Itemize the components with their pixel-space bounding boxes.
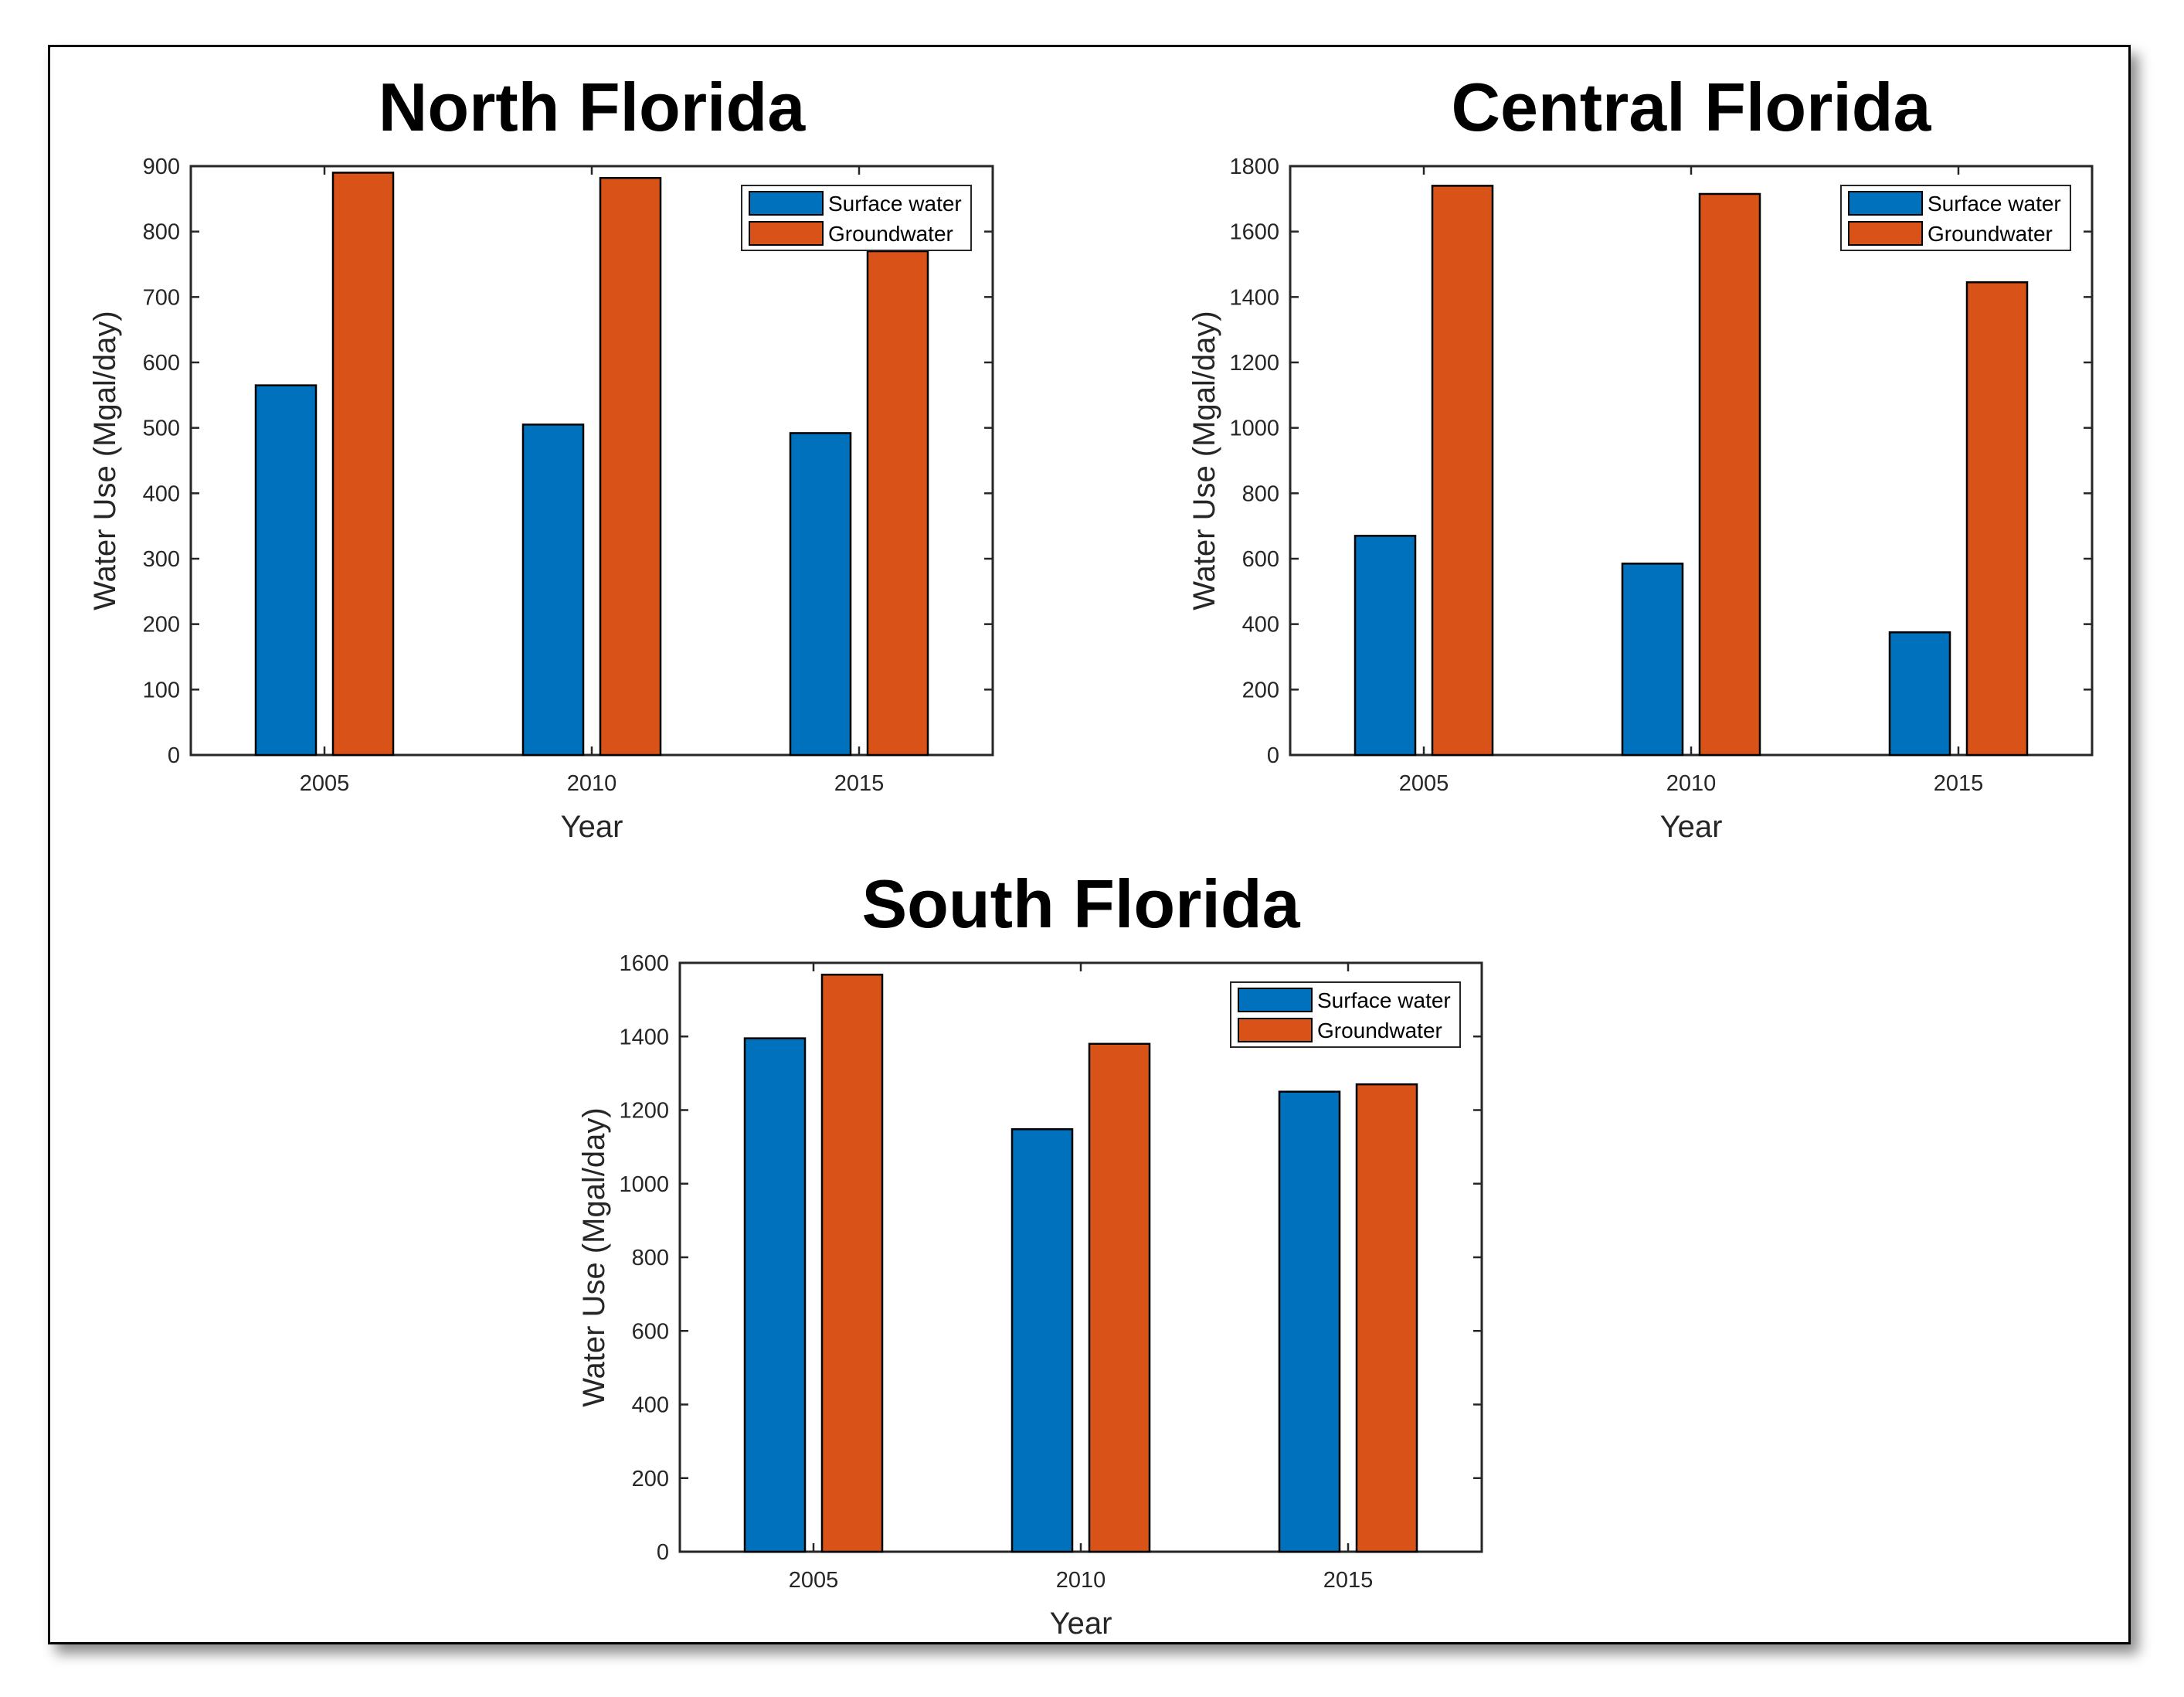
legend: Surface water Groundwater [1840,185,2071,251]
legend-label-groundwater: Groundwater [828,222,953,246]
plot-area [189,165,994,757]
bar-groundwater-2015 [866,250,929,757]
x-axis-label: Year [1050,1607,1112,1641]
north-florida-chart: North Florida 0 100 200 300 400 500 600 700 800 90… [88,69,994,844]
y-tick-label: 100 [143,678,180,702]
y-tick-label: 300 [143,547,180,572]
bar-groundwater-2015 [1965,281,2029,757]
y-tick-label: 1800 [1229,155,1279,179]
bar-surface-water-2005 [1354,535,1417,757]
legend-swatch-groundwater [749,221,824,246]
bar-groundwater-2010 [1698,192,1761,757]
y-tick-label: 800 [143,220,180,245]
y-tick-label: 0 [657,1540,669,1565]
plot-area [1289,165,2094,757]
y-axis-label: Water Use (Mgal/day) [88,311,122,610]
bar-groundwater-2010 [599,176,662,757]
y-tick-label: 200 [143,613,180,638]
legend-swatch-surface-water [1848,191,1923,216]
chart-title: Central Florida [1452,69,1932,145]
bar-groundwater-2010 [1088,1042,1151,1553]
y-tick-label: 400 [1242,613,1279,638]
x-tick-label-2015: 2015 [834,771,885,796]
bar-surface-water-2010 [1621,563,1684,757]
x-tick-label-2015: 2015 [1323,1568,1374,1593]
y-tick-label: 200 [1242,678,1279,702]
bar-surface-water-2010 [521,423,585,757]
legend-label-surface-water: Surface water [1928,192,2061,216]
bar-groundwater-2005 [1431,185,1494,757]
x-axis-label: Year [561,810,623,844]
bar-surface-water-2015 [789,432,852,757]
x-tick-label-2010: 2010 [1056,1568,1106,1593]
bar-surface-water-2015 [1888,631,1951,757]
legend-label-groundwater: Groundwater [1317,1019,1442,1042]
y-tick-label: 700 [143,285,180,310]
bar-groundwater-2015 [1355,1083,1418,1553]
legend-label-surface-water: Surface water [828,192,962,216]
legend: Surface water Groundwater [741,185,972,251]
y-tick-label: 800 [1242,481,1279,506]
y-tick-label: 1400 [1229,285,1279,310]
legend: Surface water Groundwater [1230,981,1461,1048]
y-tick-label: 1200 [619,1099,669,1124]
y-tick-label: 1600 [619,951,669,976]
y-tick-label: 1400 [619,1025,669,1049]
x-tick-label-2005: 2005 [300,771,350,796]
x-tick-label-2010: 2010 [1666,771,1717,796]
y-tick-label: 800 [632,1246,669,1270]
y-tick-label: 0 [168,743,180,768]
chart-title: North Florida [379,69,806,145]
y-tick-label: 200 [632,1467,669,1491]
legend-swatch-groundwater [1848,221,1923,246]
x-tick-label-2015: 2015 [1934,771,1984,796]
bar-surface-water-2005 [743,1037,807,1553]
legend-swatch-surface-water [749,191,824,216]
south-florida-chart: South Florida 0 200 400 600 800 1000 1200 1400 16… [577,866,1483,1641]
legend-label-groundwater: Groundwater [1928,222,2053,246]
plot-area [678,961,1483,1553]
bar-surface-water-2010 [1010,1128,1074,1553]
bar-groundwater-2005 [820,973,884,1553]
legend-swatch-groundwater [1238,1018,1313,1042]
y-tick-label: 0 [1267,743,1279,768]
bar-surface-water-2005 [254,384,318,757]
legend-label-surface-water: Surface water [1317,988,1451,1012]
y-tick-label: 600 [632,1319,669,1344]
y-tick-label: 900 [143,155,180,179]
y-tick-label: 600 [143,351,180,376]
bar-groundwater-2005 [331,172,395,757]
x-tick-label-2010: 2010 [567,771,617,796]
chart-title: South Florida [861,866,1300,942]
x-axis-label: Year [1660,810,1723,844]
y-axis-label: Water Use (Mgal/day) [577,1107,611,1407]
y-tick-label: 1000 [1229,417,1279,441]
central-florida-chart: Central Florida 0 200 400 600 800 1000 1200 1400… [1187,69,2094,844]
y-tick-label: 1200 [1229,351,1279,376]
y-tick-label: 600 [1242,547,1279,572]
y-tick-label: 400 [632,1393,669,1418]
x-tick-label-2005: 2005 [789,1568,839,1593]
y-tick-label: 400 [143,481,180,506]
y-tick-label: 1600 [1229,220,1279,245]
bar-surface-water-2015 [1278,1090,1341,1553]
x-tick-label-2005: 2005 [1399,771,1449,796]
y-tick-label: 1000 [619,1172,669,1197]
y-tick-label: 500 [143,417,180,441]
legend-swatch-surface-water [1238,988,1313,1012]
y-axis-label: Water Use (Mgal/day) [1187,311,1221,610]
